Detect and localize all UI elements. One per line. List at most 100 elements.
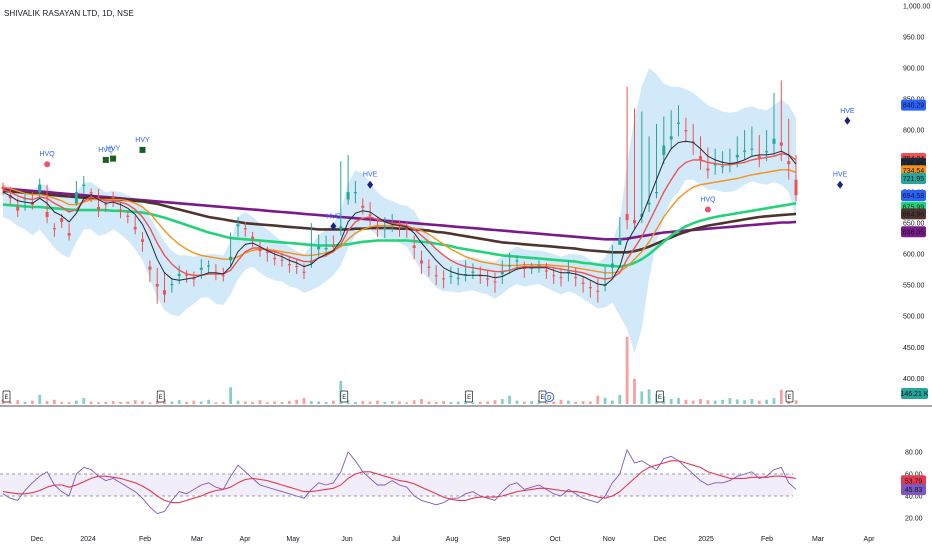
candle-body [353, 192, 357, 194]
volume-bar [310, 401, 313, 404]
candle-body [207, 265, 211, 267]
volume-bar [390, 401, 394, 404]
candle-body [581, 282, 585, 284]
rsi-value-tag-label: 45.83 [905, 487, 923, 494]
volume-bar [192, 400, 196, 404]
candle-body [52, 228, 56, 230]
volume-bar [669, 399, 673, 404]
rsi-axis-tick: 40.00 [905, 494, 923, 501]
volume-bar [618, 394, 622, 404]
candle-body [750, 148, 754, 150]
price-axis-tick: 900.00 [903, 66, 925, 73]
volume-bar [236, 400, 240, 404]
price-tag-label: 746.66 [903, 161, 925, 168]
volume-bar [427, 401, 431, 404]
volume-bar [324, 401, 328, 404]
candle-body [221, 275, 225, 277]
candle-body [787, 161, 791, 165]
volume-bar [368, 401, 372, 404]
candle-body [141, 239, 144, 242]
candle-body [544, 270, 548, 272]
candle-body [361, 205, 365, 208]
signal-label: HVQ [40, 151, 56, 158]
volume-bar [317, 401, 321, 404]
candle-body [16, 207, 20, 211]
volume-bar [449, 401, 453, 404]
time-axis-tick: 2024 [80, 536, 96, 543]
price-axis-tick: 800.00 [903, 128, 925, 135]
volume-bar [545, 401, 548, 404]
volume-bar [581, 401, 585, 404]
time-axis-tick: Feb [761, 536, 773, 543]
candle-body [302, 271, 306, 273]
signal-label: HVY [106, 146, 121, 153]
volume-bar [721, 399, 724, 404]
volume-bar [706, 400, 710, 404]
candle-body [1, 186, 5, 190]
volume-bar [633, 378, 636, 404]
volume-bar [508, 395, 511, 404]
volume-bar [567, 400, 570, 404]
price-tag-label: 636.05 [903, 229, 925, 236]
price-axis-tick: 1,000.00 [903, 4, 930, 11]
volume-bar [82, 398, 86, 404]
candle-body [669, 136, 673, 140]
time-axis-tick: Dec [654, 536, 667, 543]
volume-bar [743, 400, 746, 404]
volume-bar [456, 401, 460, 404]
candle-body [420, 260, 423, 264]
candle-body [148, 266, 152, 270]
candle-body [74, 192, 78, 204]
candle-body [735, 154, 739, 158]
hvq-circle-marker [44, 161, 51, 168]
candle-body [236, 224, 240, 227]
candle-body [522, 267, 526, 269]
earnings-marker [656, 390, 664, 403]
chart-title: SHIVALIK RASAYAN LTD, 1D, NSE [4, 9, 134, 18]
hve-diamond-marker [367, 180, 374, 189]
candle-body [706, 168, 710, 171]
volume-bar [141, 401, 144, 404]
volume-bar [185, 401, 188, 404]
volume-bar [346, 400, 350, 404]
volume-bar [405, 402, 409, 404]
candle-body [324, 248, 328, 250]
price-axis-tick: 450.00 [903, 345, 925, 352]
volume-bar [75, 400, 78, 404]
volume-bar [625, 336, 629, 404]
volume-bar [522, 401, 526, 404]
candle-body [273, 257, 277, 260]
candle-body [280, 259, 284, 261]
volume-bar [493, 400, 497, 404]
volume-bar [229, 387, 232, 404]
candle-body [368, 214, 372, 216]
price-tag [901, 99, 926, 111]
earnings-marker [465, 390, 473, 403]
price-tag-label: 840.29 [903, 103, 925, 110]
price-tag [901, 173, 926, 184]
earnings-marker [340, 390, 349, 403]
candle-body [515, 260, 519, 262]
candle-body [713, 164, 717, 166]
time-axis-tick: Mar [191, 536, 204, 543]
volume-bar [53, 399, 56, 404]
volume-bar [500, 399, 504, 404]
earnings-marker-label: E [342, 395, 346, 401]
volume-bar [199, 401, 203, 404]
candle-body [376, 228, 379, 230]
volume-bar [574, 401, 578, 404]
volume-bar [434, 401, 438, 404]
time-axis-tick: Jun [341, 536, 352, 543]
rsi-value-tag-label: 53.79 [905, 478, 923, 485]
volume-bar [772, 398, 776, 404]
volume-bar [750, 399, 754, 404]
hvq-circle-marker [704, 206, 711, 213]
ma-green-line [2, 202, 797, 268]
rsi-ma-line [2, 460, 797, 504]
volume-bar [155, 400, 159, 404]
candle-body [552, 275, 556, 277]
candle-body [508, 265, 512, 267]
time-axis-tick: Nov [603, 536, 616, 543]
volume-bar [288, 401, 291, 404]
